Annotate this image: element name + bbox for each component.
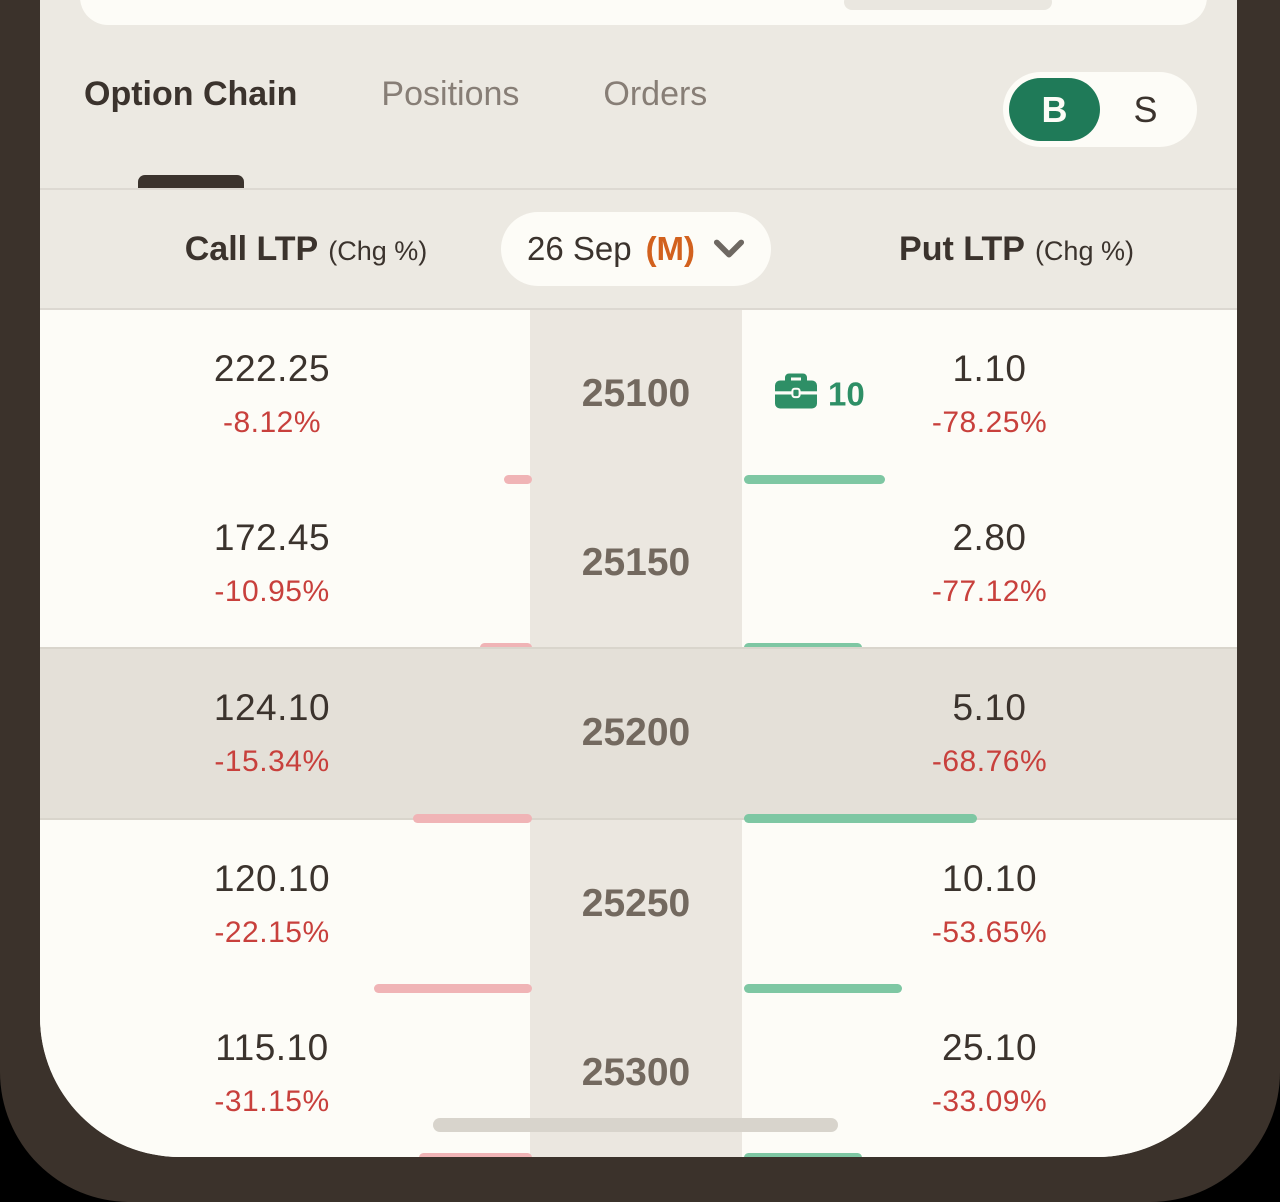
tab-option-chain-label: Option Chain [84,74,298,113]
call-cell[interactable]: 124.10 -15.34% [40,649,530,818]
put-cell[interactable]: 25.10 -33.09% [742,988,1237,1157]
tab-orders[interactable]: Orders [603,75,707,114]
option-row-25100: 222.25 -8.12% 25100 1.10 -78.25% [40,310,1237,484]
column-header: Call LTP (Chg %) 26 Sep (M) Put LTP (Chg… [40,190,1237,310]
put-cell[interactable]: 1.10 -78.25% [742,310,1237,479]
put-ltp: 5.10 [952,687,1027,729]
strike-cell: 25200 [581,711,691,755]
expiry-selector[interactable]: 26 Sep (M) [500,212,772,286]
position-qty: 10 [828,375,865,413]
option-row-25200: 124.10 -15.34% 25200 5.10 -68.76% [40,647,1237,823]
call-ltp: 124.10 [213,687,331,729]
call-oi-bar [419,1152,532,1157]
put-chg: -33.09% [931,1084,1048,1118]
call-oi-bar [504,474,532,484]
tab-bar: Option Chain Positions Orders B S [40,0,1237,190]
put-chg: -77.12% [931,574,1048,608]
call-chg: -10.95% [214,574,330,608]
tab-positions-label: Positions [381,74,520,113]
strike-cell: 25100 [581,372,691,416]
put-header: Put LTP (Chg %) [742,230,1237,269]
strike-cell: 25250 [581,882,691,926]
expiry-zone: 26 Sep (M) [500,212,772,286]
call-header: Call LTP (Chg %) [40,230,530,269]
put-cell[interactable]: 10.10 -53.65% [742,820,1237,989]
expiry-tag: (M) [645,230,696,267]
strike-cell: 25300 [581,1050,691,1094]
call-cell[interactable]: 120.10 -22.15% [40,820,530,989]
tab-option-chain[interactable]: Option Chain [84,74,298,188]
call-oi-bar [413,813,532,823]
put-header-sub: (Chg %) [1034,235,1134,266]
strike-cell: 25150 [581,540,691,584]
call-ltp: 120.10 [213,858,331,900]
put-oi-bar [744,813,977,823]
option-row-25150: 172.45 -10.95% 25150 2.80 -77.12% [40,479,1237,653]
option-row-25250: 120.10 -22.15% 25250 10.10 -53.65% [40,820,1237,994]
put-ltp: 10.10 [941,858,1038,900]
call-ltp: 222.25 [213,348,331,390]
put-cell[interactable]: 2.80 -77.12% [742,479,1237,648]
option-row-25300: 115.10 -31.15% 25300 25.10 -33.09% [40,988,1237,1157]
call-chg: -8.12% [222,406,322,440]
call-cell[interactable]: 115.10 -31.15% [40,988,530,1157]
put-chg: -68.76% [931,745,1048,779]
call-oi-bar [374,984,532,994]
spot-price-indicator-bar [433,1118,838,1132]
top-section: Option Chain Positions Orders B S Call L… [40,0,1237,310]
sell-toggle-button[interactable]: S [1133,88,1158,130]
put-oi-bar [744,1152,862,1157]
call-header-label: Call LTP [184,229,319,268]
buy-sell-toggle: B S [1003,72,1197,147]
top-card-pill [844,0,1052,10]
call-ltp: 115.10 [215,1026,329,1068]
call-chg: -15.34% [214,745,330,779]
put-ltp: 1.10 [952,348,1027,390]
tab-orders-label: Orders [603,74,708,113]
put-chg: -53.65% [931,916,1048,950]
option-chain-table: 222.25 -8.12% 25100 1.10 -78.25% [40,310,1237,1157]
position-badge: 10 [773,371,865,418]
put-oi-bar [744,474,885,484]
option-rows: 222.25 -8.12% 25100 1.10 -78.25% [40,310,1237,1157]
put-ltp: 2.80 [952,516,1027,558]
put-ltp: 25.10 [941,1026,1038,1068]
active-tab-underline [137,174,244,188]
call-cell[interactable]: 172.45 -10.95% [40,479,530,648]
put-chg: -78.25% [931,406,1048,440]
put-header-label: Put LTP [899,229,1025,268]
call-chg: -22.15% [214,916,330,950]
chevron-down-icon [713,238,745,260]
put-oi-bar [744,984,902,994]
call-header-sub: (Chg %) [328,235,428,266]
app-screen: Option Chain Positions Orders B S Call L… [40,0,1237,1157]
call-chg: -31.15% [214,1084,330,1118]
put-cell[interactable]: 5.10 -68.76% [742,649,1237,818]
briefcase-icon [773,371,819,418]
call-cell[interactable]: 222.25 -8.12% [40,310,530,479]
tab-positions[interactable]: Positions [381,75,519,114]
top-card-partial [80,0,1207,25]
expiry-date: 26 Sep [526,230,632,267]
call-ltp: 172.45 [213,516,331,558]
buy-toggle-button[interactable]: B [1009,78,1100,141]
